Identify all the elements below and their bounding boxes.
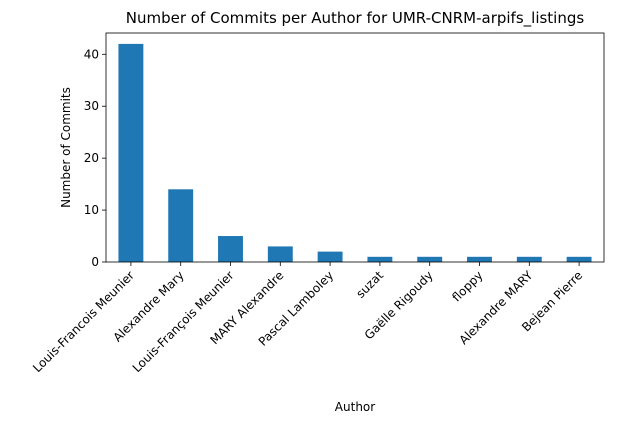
x-tick-label-6: suzat bbox=[353, 268, 386, 301]
plot-frame bbox=[105, 32, 605, 263]
y-tick-label-0: 0 bbox=[91, 255, 99, 269]
bar-6 bbox=[367, 256, 393, 262]
y-tick-label-40: 40 bbox=[84, 47, 99, 61]
x-tick-label-1: Louis-Francois Meunier bbox=[30, 268, 137, 375]
bar-5 bbox=[317, 251, 343, 262]
bars-group bbox=[118, 43, 592, 263]
y-tick-label-20: 20 bbox=[84, 151, 99, 165]
bar-1 bbox=[118, 43, 144, 263]
y-tick-label-30: 30 bbox=[84, 99, 99, 113]
x-tick-label-3: Louis-François Meunier bbox=[130, 268, 237, 375]
y-axis: 0 10 20 30 40 bbox=[84, 47, 106, 269]
bar-7 bbox=[417, 256, 443, 262]
y-axis-label: Number of Commits bbox=[59, 87, 73, 208]
bar-10 bbox=[566, 256, 592, 262]
x-axis-label: Author bbox=[335, 400, 375, 414]
bar-9 bbox=[516, 256, 542, 262]
x-tick-label-8: floppy bbox=[449, 268, 485, 304]
bar-8 bbox=[467, 256, 492, 262]
chart-title: Number of Commits per Author for UMR-CNR… bbox=[126, 9, 585, 28]
bar-2 bbox=[168, 189, 194, 262]
y-tick-label-10: 10 bbox=[84, 203, 99, 217]
bar-3 bbox=[218, 236, 243, 262]
bar-4 bbox=[267, 246, 293, 262]
